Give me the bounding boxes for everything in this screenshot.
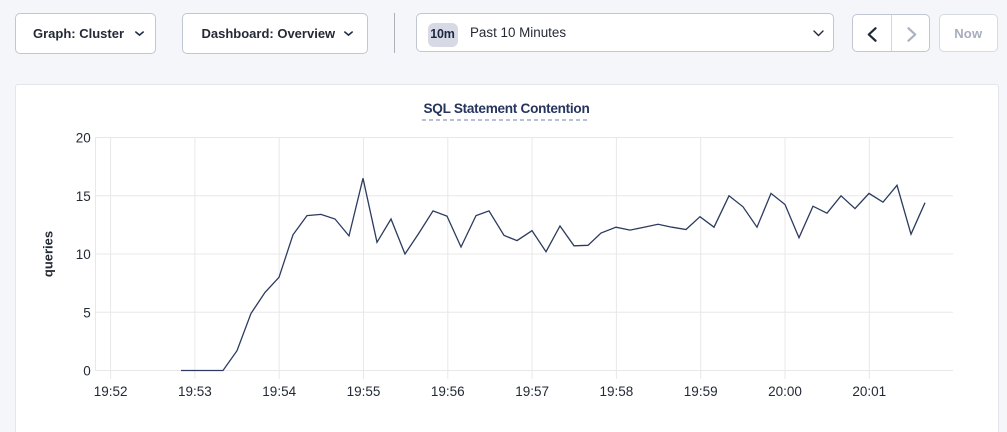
svg-text:19:58: 19:58 [600, 384, 634, 399]
svg-text:19:53: 19:53 [178, 384, 212, 399]
svg-text:0: 0 [83, 364, 91, 379]
svg-text:19:59: 19:59 [684, 384, 718, 399]
svg-text:19:56: 19:56 [431, 384, 465, 399]
svg-text:19:54: 19:54 [262, 384, 296, 399]
svg-text:10: 10 [76, 247, 91, 262]
svg-text:20:00: 20:00 [768, 384, 802, 399]
svg-text:queries: queries [40, 231, 55, 277]
svg-text:15: 15 [76, 189, 91, 204]
svg-text:20: 20 [76, 131, 91, 146]
svg-text:5: 5 [83, 305, 91, 320]
svg-text:19:52: 19:52 [94, 384, 128, 399]
svg-text:19:57: 19:57 [515, 384, 549, 399]
svg-text:20:01: 20:01 [852, 384, 886, 399]
svg-text:19:55: 19:55 [347, 384, 381, 399]
